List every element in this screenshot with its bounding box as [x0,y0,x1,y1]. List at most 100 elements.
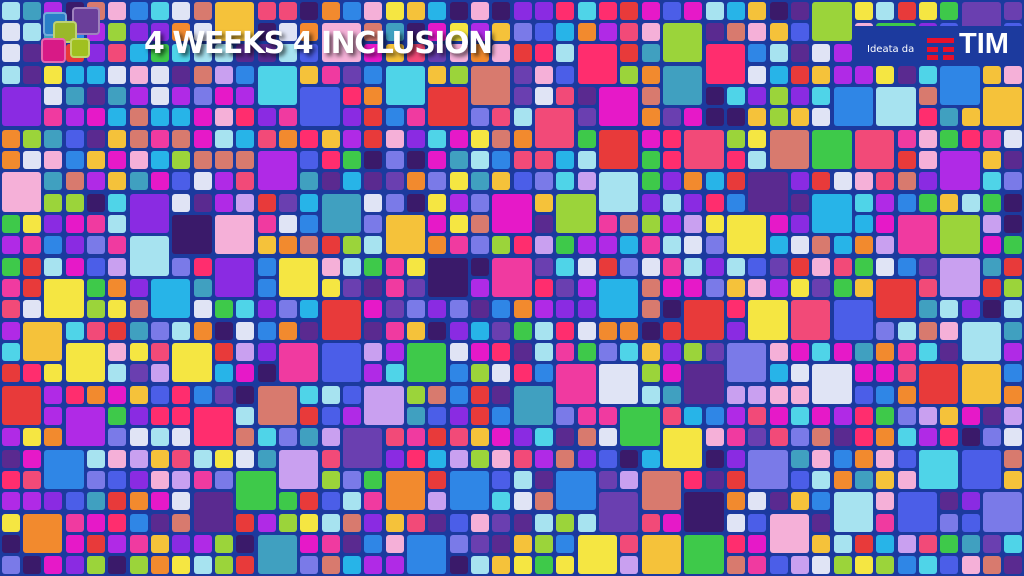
mosaic-tile [470,65,511,106]
mosaic-tile [769,236,788,255]
mosaic-tile [406,1,426,20]
mosaic-tile [428,428,447,447]
mosaic-tile [769,385,788,404]
mosaic-tile [385,556,404,575]
mosaic-tile [214,470,234,490]
mosaic-tile [812,44,831,63]
mosaic-tile [22,321,63,362]
mosaic-tile [769,65,788,84]
mosaic-tile [577,449,596,468]
mosaic-tile [214,321,234,340]
mosaic-tile [321,342,362,383]
mosaic-tile [598,236,618,255]
mosaic-tile [364,385,404,426]
mosaic-tile [790,236,810,255]
mosaic-tile [918,150,938,170]
mosaic-tile [86,449,106,468]
mosaic-tile [534,44,554,63]
mosaic-tile [172,44,191,63]
mosaic-tile [854,214,874,234]
mosaic-tile [150,385,170,404]
mosaic-tile [236,513,255,532]
mosaic-tile [1,342,20,362]
mosaic-tile [236,385,255,404]
mosaic-tile [492,321,511,340]
mosaic-tile [769,406,788,426]
mosaic-tile [193,278,212,298]
mosaic-tile [236,172,255,191]
mosaic-tile [748,300,788,340]
mosaic-tile [662,342,682,362]
mosaic-tile [833,44,852,63]
mosaic-tile [257,300,276,319]
mosaic-tile [726,470,746,490]
mosaic-tile [897,214,938,255]
mosaic-tile [470,364,490,383]
mosaic-tile [726,342,767,383]
mosaic-tile [556,278,575,298]
mosaic-tile [300,150,319,170]
mosaic-tile [684,406,703,426]
mosaic-tile [172,108,191,127]
mosaic-tile [684,278,703,298]
mosaic-tile [172,513,191,532]
mosaic-tile [641,193,660,212]
mosaic-tile [129,513,148,532]
mosaic-tile [982,150,1002,170]
mosaic-tile [726,513,746,532]
mosaic-tile [1004,428,1023,447]
mosaic-tile [65,214,84,234]
mosaic-tile [406,150,426,170]
mosaic-tile [726,172,746,191]
mosaic-tile [406,129,426,148]
mosaic-tile [556,556,575,575]
mosaic-tile [321,300,362,340]
mosaic-tile [513,321,532,340]
mosaic-tile [65,385,84,404]
mosaic-tile [748,513,767,532]
mosaic-tile [918,278,938,298]
mosaic-tile [982,492,1023,532]
mosaic-tile [385,428,404,447]
mosaic-tile [278,492,298,511]
mosaic-tile [428,449,447,468]
mosaic-tile [790,492,810,511]
mosaic-tile [1,65,20,84]
mosaic-tile [982,406,1002,426]
mosaic-tile [918,449,959,490]
mosaic-tile [236,321,255,340]
mosaic-tile [300,556,319,575]
mosaic-tile [854,385,874,404]
mosaic-tile [321,406,340,426]
mosaic-tile [172,534,191,554]
mosaic-tile [129,342,148,362]
mosaic-tile [236,129,255,148]
mosaic-tile [492,449,511,468]
mosaic-tile [556,449,575,468]
mosaic-tile [342,428,383,468]
mosaic-tile [300,65,319,84]
mosaic-tile [876,321,895,340]
mosaic-tile [492,364,511,383]
mosaic-tile [812,172,831,191]
mosaic-tile [492,492,511,511]
mosaic-tile [108,214,127,234]
mosaic-tile [769,214,788,234]
mosaic-tile [705,449,724,468]
mosaic-tile [598,257,618,276]
mosaic-tile [108,172,127,191]
mosaic-tile [769,22,788,42]
mosaic-tile [470,150,490,170]
mosaic-tile [940,150,980,191]
mosaic-tile [918,534,938,554]
mosaic-tile [278,257,319,298]
mosaic-tile [662,193,682,212]
mosaic-tile [662,513,682,532]
mosaic-tile [897,556,916,575]
mosaic-tile [577,406,596,426]
mosaic-tile [342,278,362,298]
mosaic-tile [769,492,788,511]
mosaic-tile [150,364,170,383]
mosaic-tile [1004,385,1023,404]
mosaic-tile [897,449,916,468]
